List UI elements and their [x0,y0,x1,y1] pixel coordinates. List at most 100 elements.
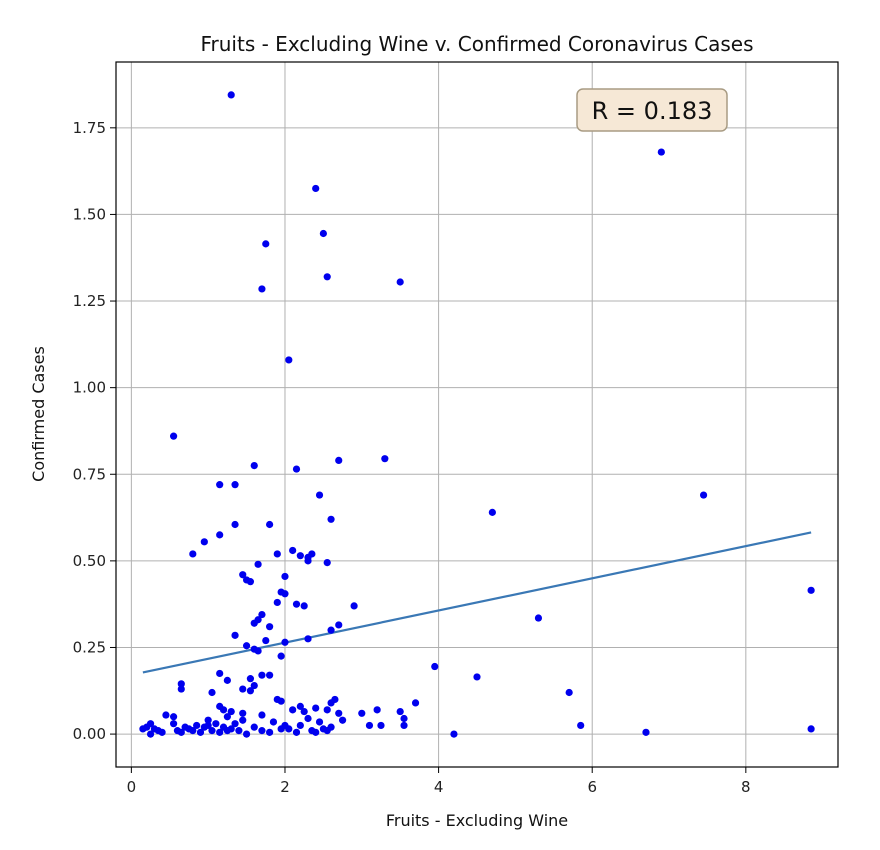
data-point [266,623,274,631]
y-tick-label: 0.25 [73,638,106,656]
data-point [262,240,270,248]
data-point [657,148,665,156]
data-point [807,725,815,733]
data-point [534,614,543,622]
data-point [170,720,178,728]
data-point [277,697,285,705]
data-point [308,550,316,558]
data-point [277,725,285,733]
data-point [235,727,243,735]
data-point [289,706,297,714]
data-point [200,723,208,731]
data-point [323,727,331,735]
data-point [365,721,374,730]
data-point [250,619,258,627]
data-point [146,730,155,738]
data-point [258,610,266,619]
data-point [258,711,266,719]
data-point [396,278,404,286]
data-point [400,721,408,730]
data-point [292,465,301,473]
data-point [335,456,343,465]
data-point [358,709,366,717]
data-point [246,578,255,586]
data-point [304,635,312,643]
data-point [216,531,224,539]
data-point [281,572,289,581]
data-point [177,680,185,688]
data-point [396,707,404,716]
data-point [239,716,247,724]
data-point [304,557,312,565]
data-point [304,714,312,723]
data-point [258,285,266,293]
y-tick-label: 1.00 [73,379,106,397]
data-point [312,704,320,712]
data-point [177,728,185,736]
data-point [565,688,573,697]
data-point [319,229,327,238]
data-point [193,721,201,730]
data-point [231,481,239,489]
data-point [312,184,320,193]
grid [116,62,838,767]
x-tick-label: 2 [280,778,290,796]
axis-ticks: 0 2 4 6 8 0.00 0.25 0.50 0.75 1.00 1.25 1.50 1.75 [73,119,751,796]
data-point [189,550,197,558]
data-point [450,730,458,738]
data-point [254,560,262,568]
data-point [231,720,239,728]
x-axis-label: Fruits - Excluding Wine [386,811,568,830]
data-point [231,631,239,639]
y-tick-label: 1.25 [73,292,106,310]
data-point [258,671,266,679]
data-point [181,723,189,731]
data-point [258,727,266,735]
data-point [273,598,281,607]
data-point [162,711,170,719]
data-point [208,688,216,697]
trendline-layer [142,531,812,674]
data-point [327,515,335,523]
y-tick-label: 1.75 [73,119,106,137]
data-point [577,721,585,730]
correlation-annotation: R = 0.183 [576,88,728,132]
data-point [242,730,251,738]
data-point [266,520,274,529]
data-point [431,662,439,671]
data-point [208,727,216,735]
data-points [139,91,815,738]
annotation-box [576,88,728,132]
data-point [269,718,278,726]
data-point [273,550,281,558]
data-point [200,538,208,546]
data-point [223,727,231,735]
data-point [315,718,324,726]
data-point [335,709,343,717]
data-point [254,647,262,655]
data-point [488,508,496,516]
x-tick-label: 4 [434,778,444,796]
data-point [262,636,270,645]
data-point [323,559,331,567]
data-point [231,520,239,529]
data-point [323,706,331,714]
data-point [223,713,231,721]
data-point [189,727,197,735]
trendline [142,531,812,674]
data-point [338,716,347,724]
data-point [400,714,408,723]
data-point [139,725,147,733]
data-point [699,491,708,499]
data-point [250,681,258,690]
x-tick-label: 6 [587,778,597,796]
data-point [323,273,331,281]
data-point [300,602,308,610]
data-point [296,702,304,710]
data-point [377,721,385,730]
data-point [216,669,224,678]
data-point [296,552,304,560]
data-point [292,728,301,736]
data-point [266,728,274,736]
